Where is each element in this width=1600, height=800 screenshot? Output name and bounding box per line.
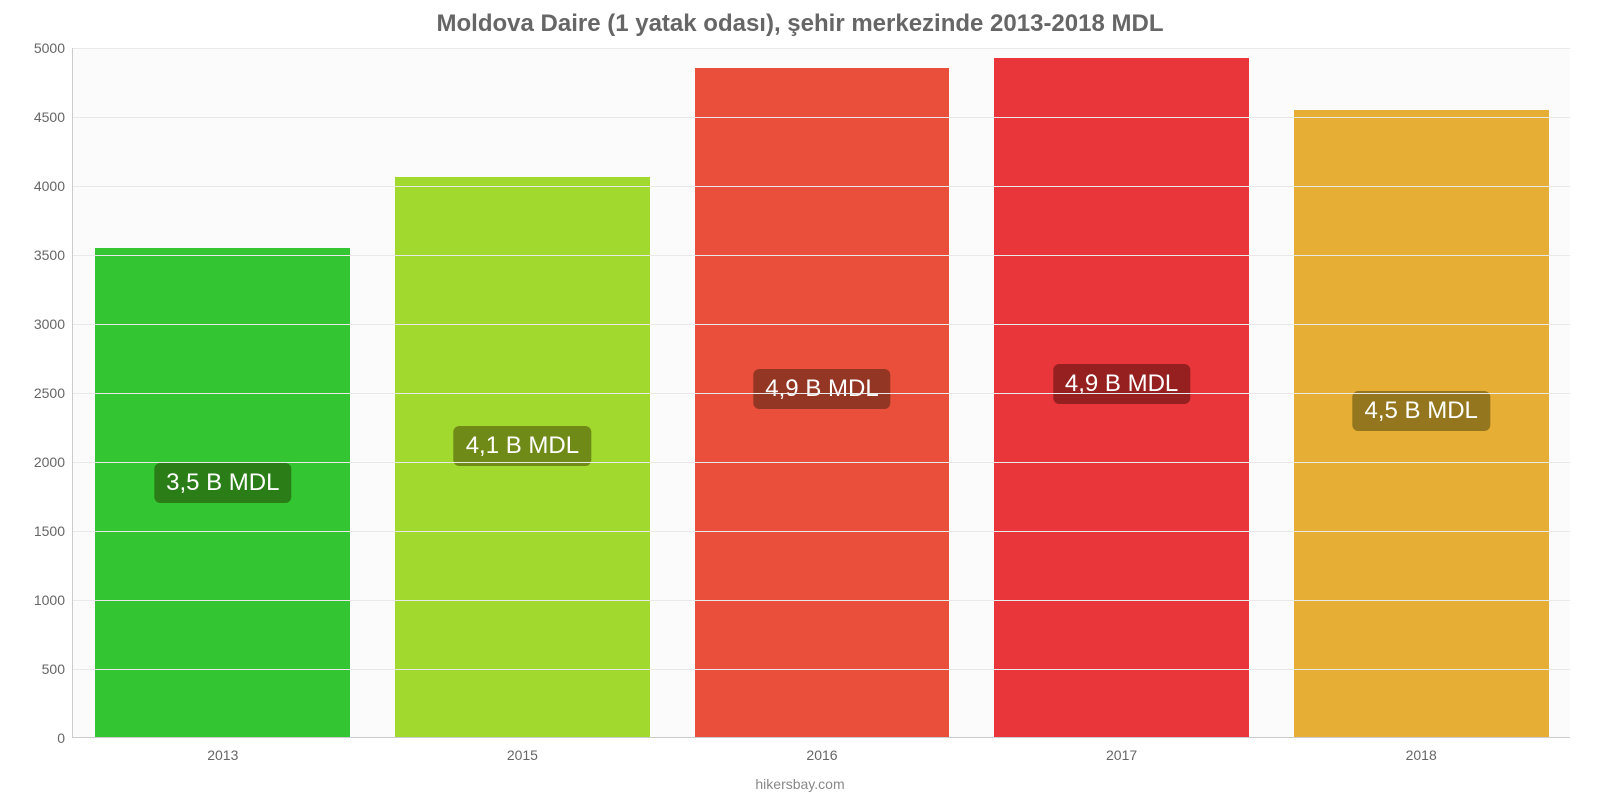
plot-area: 3,5 B MDL 4,1 B MDL 4,9 B MDL 4,9 B MDL 4,5 … (72, 48, 1570, 738)
x-axis-tick-label: 2013 (207, 747, 238, 763)
y-axis-tick-label: 2500 (34, 385, 65, 401)
y-axis-tick-label: 1500 (34, 523, 65, 539)
bar: 4,5 B MDL (1294, 110, 1549, 737)
bar: 3,5 B MDL (95, 248, 350, 737)
bar: 4,9 B MDL (994, 58, 1249, 737)
grid-line (73, 600, 1570, 601)
y-axis-tick-label: 3000 (34, 316, 65, 332)
y-axis-tick-label: 1000 (34, 592, 65, 608)
chart-title: Moldova Daire (1 yatak odası), şehir mer… (0, 10, 1600, 38)
y-axis-tick-label: 500 (42, 661, 65, 677)
grid-line (73, 324, 1570, 325)
y-axis-tick-label: 0 (57, 730, 65, 746)
grid-line (73, 255, 1570, 256)
bar-value-label: 3,5 B MDL (154, 463, 291, 503)
grid-line (73, 117, 1570, 118)
bar: 4,1 B MDL (395, 177, 650, 737)
bar-value-label: 4,9 B MDL (1053, 364, 1190, 404)
grid-line (73, 462, 1570, 463)
grid-line (73, 669, 1570, 670)
grid-line (73, 531, 1570, 532)
bar: 4,9 B MDL (695, 68, 950, 737)
grid-line (73, 48, 1570, 49)
y-axis-tick-label: 4000 (34, 178, 65, 194)
grid-line (73, 393, 1570, 394)
grid-line (73, 186, 1570, 187)
bar-value-label: 4,1 B MDL (454, 426, 591, 466)
y-axis-tick-label: 2000 (34, 454, 65, 470)
y-axis-tick-label: 3500 (34, 247, 65, 263)
x-axis-tick-label: 2018 (1406, 747, 1437, 763)
x-axis-tick-label: 2016 (806, 747, 837, 763)
bar-value-label: 4,5 B MDL (1352, 391, 1489, 431)
x-axis-tick-label: 2017 (1106, 747, 1137, 763)
bar-value-label: 4,9 B MDL (753, 369, 890, 409)
y-axis-tick-label: 4500 (34, 109, 65, 125)
y-axis-tick-label: 5000 (34, 40, 65, 56)
chart-footer: hikersbay.com (0, 776, 1600, 792)
chart-container: Moldova Daire (1 yatak odası), şehir mer… (0, 0, 1600, 800)
x-axis-tick-label: 2015 (507, 747, 538, 763)
